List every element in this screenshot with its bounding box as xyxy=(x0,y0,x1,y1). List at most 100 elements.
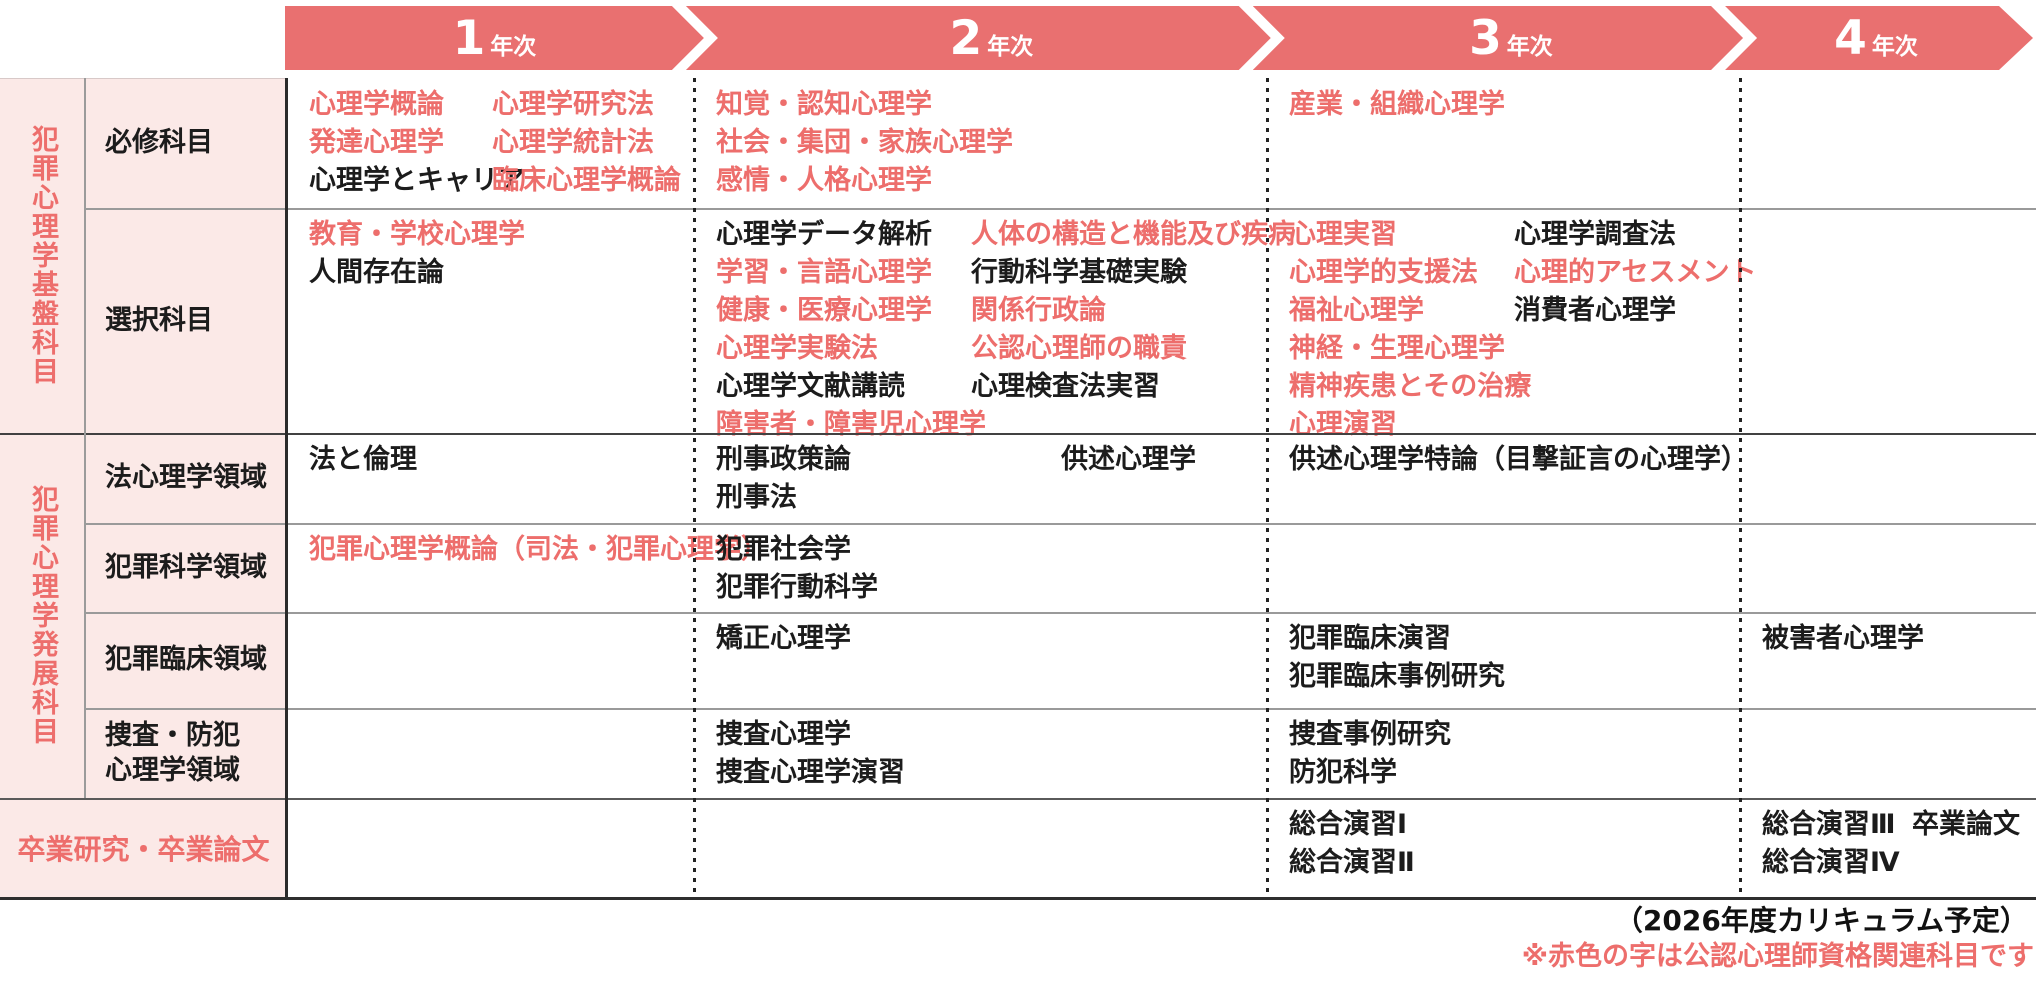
year-banner-4: 4 年次 xyxy=(1725,6,2033,70)
course-item: 犯罪行動科学 xyxy=(716,572,878,603)
course-item: 心理学的支援法 xyxy=(1289,257,1478,288)
course-item: 捜査心理学演習 xyxy=(716,757,905,788)
divider-science-clinical xyxy=(85,612,2036,614)
course-item: 人体の構造と機能及び疾病 xyxy=(971,219,1295,250)
rule-label-content xyxy=(285,78,288,897)
year-timeline-header: 1 年次 2 年次 3 年次 4 年次 xyxy=(285,6,2033,70)
curriculum-grid: 犯罪心理学基盤科目 犯罪心理学発展科目 必修科目 選択科目 法心理学領域 犯罪科… xyxy=(0,78,2036,897)
year-number: 2 xyxy=(949,10,983,66)
cell-elective-year3: 心理実習 心理学的支援法 福祉心理学 神経・生理心理学 精神疾患とその治療 心理演習 心理… xyxy=(1267,208,1756,440)
course-item: 総合演習Ⅰ xyxy=(1289,809,1408,840)
divider-top xyxy=(0,78,287,79)
cell-elective-year4 xyxy=(1740,208,2036,433)
divider-required-elective xyxy=(85,208,2036,210)
course-item: 心理学実験法 xyxy=(716,333,878,364)
row-label-elective: 選択科目 xyxy=(85,208,287,433)
course-list: 心理学調査法 心理的アセスメント 消費者心理学 xyxy=(1514,216,1756,433)
dotted-rule-year2-year3 xyxy=(1266,78,1269,897)
cell-investigation-year4 xyxy=(1740,708,2036,798)
cell-investigation-year1 xyxy=(287,708,694,798)
divider-thesis xyxy=(0,798,2036,800)
course-item: 卒業論文 xyxy=(1912,809,2020,840)
course-item: 発達心理学 xyxy=(309,127,444,158)
course-item: 矯正心理学 xyxy=(716,623,851,654)
dotted-rule-year1-year2 xyxy=(693,78,696,897)
course-item: 心理学とキャリア xyxy=(309,165,525,196)
course-item: 学習・言語心理学 xyxy=(716,257,932,288)
year-unit: 年次 xyxy=(1506,33,1553,60)
footer-curriculum-note: （2026年度カリキュラム予定） xyxy=(1614,904,2028,937)
divider-foundation-advanced xyxy=(0,433,2036,435)
course-item: 刑事政策論 xyxy=(716,444,851,475)
course-item: 知覚・認知心理学 xyxy=(716,89,932,120)
year-label-3: 3 年次 xyxy=(1469,15,1553,62)
course-item: 心理学調査法 xyxy=(1514,219,1676,250)
row-label-required: 必修科目 xyxy=(85,78,287,208)
cell-thesis-year3: 総合演習Ⅰ 総合演習Ⅱ xyxy=(1267,798,1740,897)
course-item: 神経・生理心理学 xyxy=(1289,333,1505,364)
year-unit: 年次 xyxy=(987,33,1034,60)
year-label-2: 2 年次 xyxy=(949,15,1033,62)
year-unit: 年次 xyxy=(490,33,537,60)
row-label-crime-science: 犯罪科学領域 xyxy=(85,523,287,612)
cell-clinical-year4: 被害者心理学 xyxy=(1740,612,2036,708)
course-item: 教育・学校心理学 xyxy=(309,219,525,250)
divider-legal-science xyxy=(85,523,2036,525)
course-item: 心理学文献講読 xyxy=(716,371,905,402)
course-item: 消費者心理学 xyxy=(1514,295,1676,326)
course-list: 人体の構造と機能及び疾病 行動科学基礎実験 関係行政論公認心理師の職責 心理検査法実習 xyxy=(971,216,1295,433)
cell-required-year4 xyxy=(1740,78,2036,208)
course-list: 心理学データ解析 学習・言語心理学 健康・医療心理学 心理学実験法 心理学文献講読 障害者… xyxy=(716,216,986,440)
course-item: 犯罪心理学概論（司法・犯罪心理学） xyxy=(309,534,768,565)
row-label-crime-clinical: 犯罪臨床領域 xyxy=(85,612,287,708)
year-banner-1: 1 年次 xyxy=(285,6,704,70)
course-item: 福祉心理学 xyxy=(1289,295,1424,326)
cell-legal-year4 xyxy=(1740,433,2036,523)
course-item: 心理学統計法 xyxy=(492,127,654,158)
course-item: 心理学研究法 xyxy=(492,89,654,120)
course-item: 公認心理師の職責 xyxy=(971,333,1187,364)
course-item: 行動科学基礎実験 xyxy=(971,257,1187,288)
cell-investigation-year2: 捜査心理学捜査心理学演習 xyxy=(694,708,1267,798)
row-label-investigation-prevention: 捜査・防犯 心理学領域 xyxy=(85,708,287,798)
cell-required-year3: 産業・組織心理学 xyxy=(1267,78,1740,208)
course-item: 犯罪臨床演習 xyxy=(1289,623,1451,654)
row-label-thesis: 卒業研究・卒業論文 xyxy=(0,798,287,897)
cell-clinical-year3: 犯罪臨床演習 犯罪臨床事例研究 xyxy=(1267,612,1740,708)
course-item: 産業・組織心理学 xyxy=(1289,89,1505,120)
cell-legal-year3: 供述心理学特論（目撃証言の心理学） xyxy=(1267,433,1748,523)
course-item: 心理学データ解析 xyxy=(716,219,932,250)
cell-elective-year2: 心理学データ解析 学習・言語心理学 健康・医療心理学 心理学実験法 心理学文献講読 障害者… xyxy=(694,208,1295,440)
year-label-4: 4 年次 xyxy=(1834,15,1918,62)
course-item: 関係行政論 xyxy=(971,295,1106,326)
course-list: 供述心理学 xyxy=(1061,441,1196,523)
cell-clinical-year1 xyxy=(287,612,694,708)
group-label-advanced: 犯罪心理学発展科目 xyxy=(0,433,85,798)
year-number: 1 xyxy=(452,10,486,66)
course-item: 心理実習 xyxy=(1289,219,1397,250)
year-banner-2: 2 年次 xyxy=(686,6,1271,70)
course-item: 供述心理学 xyxy=(1061,444,1196,475)
cell-legal-year1: 法と倫理 xyxy=(287,433,694,523)
course-list: 刑事政策論 刑事法 xyxy=(716,441,1061,523)
cell-thesis-year4: 総合演習Ⅲ 総合演習Ⅳ 卒業論文 xyxy=(1740,798,2036,897)
year-unit: 年次 xyxy=(1871,33,1918,60)
course-item: 健康・医療心理学 xyxy=(716,295,932,326)
cell-legal-year2: 刑事政策論 刑事法 供述心理学 xyxy=(694,433,1267,523)
cell-science-year4 xyxy=(1740,523,2036,612)
course-item: 捜査事例研究 xyxy=(1289,719,1451,750)
cell-thesis-year2 xyxy=(694,798,1267,897)
course-item: 心理検査法実習 xyxy=(971,371,1160,402)
course-list: 総合演習Ⅲ 総合演習Ⅳ xyxy=(1762,806,1912,897)
course-item: 人間存在論 xyxy=(309,257,444,288)
cell-science-year3 xyxy=(1267,523,1740,612)
course-list: 心理実習 心理学的支援法 福祉心理学 神経・生理心理学 精神疾患とその治療 心理演習 xyxy=(1289,216,1531,440)
rule-label-columns xyxy=(84,78,86,798)
cell-required-year2: 知覚・認知心理学 社会・集団・家族心理学 感情・人格心理学 xyxy=(694,78,1267,208)
course-item: 犯罪社会学 xyxy=(716,534,851,565)
footer-red-legend-note: ※赤色の字は公認心理師資格関連科目です xyxy=(1521,941,2034,972)
dotted-rule-year3-year4 xyxy=(1739,78,1742,897)
course-item: 感情・人格心理学 xyxy=(716,165,932,196)
course-item: 捜査心理学 xyxy=(716,719,851,750)
